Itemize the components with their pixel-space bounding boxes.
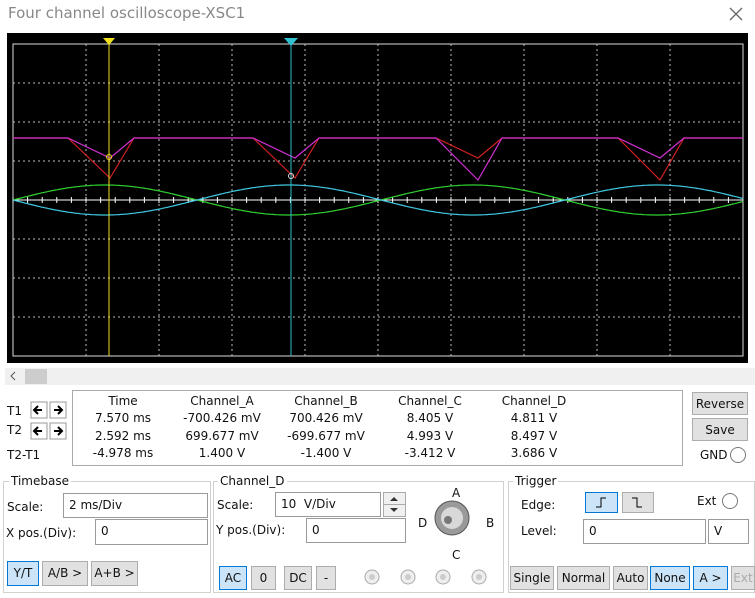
channel-knob[interactable] — [432, 498, 472, 538]
save-button[interactable]: Save — [692, 418, 748, 441]
knob-label: C — [452, 548, 461, 562]
trace-green — [12, 184, 744, 216]
reading-value: 7.570 ms — [94, 411, 152, 425]
reading-value: 700.426 mV — [289, 411, 363, 425]
reading-value: 3.686 V — [510, 446, 558, 460]
reading-value: 8.405 V — [406, 411, 454, 425]
trace-cyan — [12, 184, 744, 216]
coupling-button[interactable]: AC — [219, 566, 247, 590]
ypos-input[interactable]: 0 — [306, 518, 406, 543]
row-label: T2-T1 — [7, 448, 41, 462]
mode-button[interactable]: A+B > — [91, 561, 138, 586]
trigger-mode[interactable]: Auto — [613, 566, 648, 590]
waveforms — [12, 137, 744, 216]
reading-value: 699.677 mV — [185, 428, 259, 443]
readings-table — [72, 390, 683, 466]
reading-value: -699.677 mV — [287, 428, 365, 443]
scale-input[interactable]: 2 ms/Div — [63, 493, 208, 518]
channel-group — [213, 481, 504, 593]
trigger-mode[interactable]: Normal — [557, 566, 610, 590]
row-label: T1 — [7, 404, 22, 418]
level-input[interactable]: 0 — [583, 519, 706, 544]
group-title: Trigger — [513, 474, 559, 488]
scale-spinner[interactable] — [383, 492, 406, 517]
cursor-t2-handle[interactable] — [284, 38, 298, 46]
cursor-t1-point — [106, 154, 112, 160]
field-label: Edge: — [521, 498, 556, 512]
group-title: Channel_D — [218, 474, 287, 488]
reading-value: -700.426 mV — [183, 411, 261, 425]
knob-label: A — [452, 486, 461, 500]
column-header: Channel_A — [190, 394, 254, 408]
field-label: Y pos.(Div): — [216, 523, 286, 537]
reading-value: 2.592 ms — [94, 428, 152, 443]
column-header: Time — [108, 394, 138, 408]
scale-input[interactable]: 10 V/Div — [275, 492, 381, 517]
knob-label: D — [418, 516, 428, 530]
scroll-thumb[interactable] — [25, 369, 47, 384]
scroll-left[interactable] — [10, 371, 16, 381]
cursor-t1-handle[interactable] — [103, 38, 115, 45]
column-header: Channel_B — [294, 394, 358, 408]
reading-value: -3.412 V — [404, 446, 456, 460]
mode-button[interactable]: A/B > — [42, 561, 88, 586]
ext-radio[interactable] — [722, 493, 738, 509]
reading-value: -4.978 ms — [92, 446, 154, 460]
trigger-mode[interactable]: None — [650, 566, 690, 590]
trigger-mode[interactable]: A > — [693, 566, 728, 590]
cursor-arrows[interactable] — [30, 401, 70, 441]
knob-label: B — [486, 516, 495, 530]
trace-magenta — [13, 137, 743, 181]
reading-value: 8.497 V — [510, 428, 558, 443]
channel-radios[interactable] — [360, 567, 492, 587]
coupling-button[interactable]: DC — [284, 566, 312, 590]
group-title: Timebase — [9, 474, 71, 488]
gnd-radio[interactable] — [730, 447, 746, 463]
scope-screen — [5, 33, 755, 385]
mode-button[interactable]: Y/T — [7, 561, 39, 586]
field-label: Scale: — [217, 498, 254, 512]
gnd-label: GND — [700, 448, 728, 462]
trigger-mode[interactable]: Ext — [731, 566, 755, 590]
field-label: X pos.(Div): — [6, 526, 77, 540]
coupling-button[interactable]: 0 — [251, 566, 276, 590]
row-label: T2 — [7, 423, 22, 437]
field-label: Scale: — [7, 500, 44, 514]
reading-value: 4.811 V — [510, 411, 558, 425]
window-title: Four channel oscilloscope-XSC1 — [8, 4, 246, 22]
field-label: Level: — [521, 524, 557, 538]
level-unit[interactable]: V — [708, 519, 749, 544]
column-header: Channel_C — [398, 394, 462, 408]
close-button[interactable] — [728, 6, 744, 22]
column-header: Channel_D — [501, 394, 567, 408]
edge-buttons[interactable] — [585, 492, 655, 513]
coupling-button[interactable]: - — [316, 566, 336, 590]
timebase-group — [3, 481, 211, 593]
reverse-button[interactable]: Reverse — [692, 392, 748, 415]
grid — [12, 44, 743, 356]
ext-label: Ext — [697, 494, 717, 508]
trigger-mode[interactable]: Single — [510, 566, 554, 590]
reading-value: -1.400 V — [300, 446, 352, 460]
reading-value: 4.993 V — [406, 428, 454, 443]
reading-value: 1.400 V — [198, 446, 246, 460]
xpos-input[interactable]: 0 — [95, 519, 208, 545]
scrollbar[interactable] — [5, 368, 755, 385]
cursor-t2-point — [288, 173, 294, 179]
